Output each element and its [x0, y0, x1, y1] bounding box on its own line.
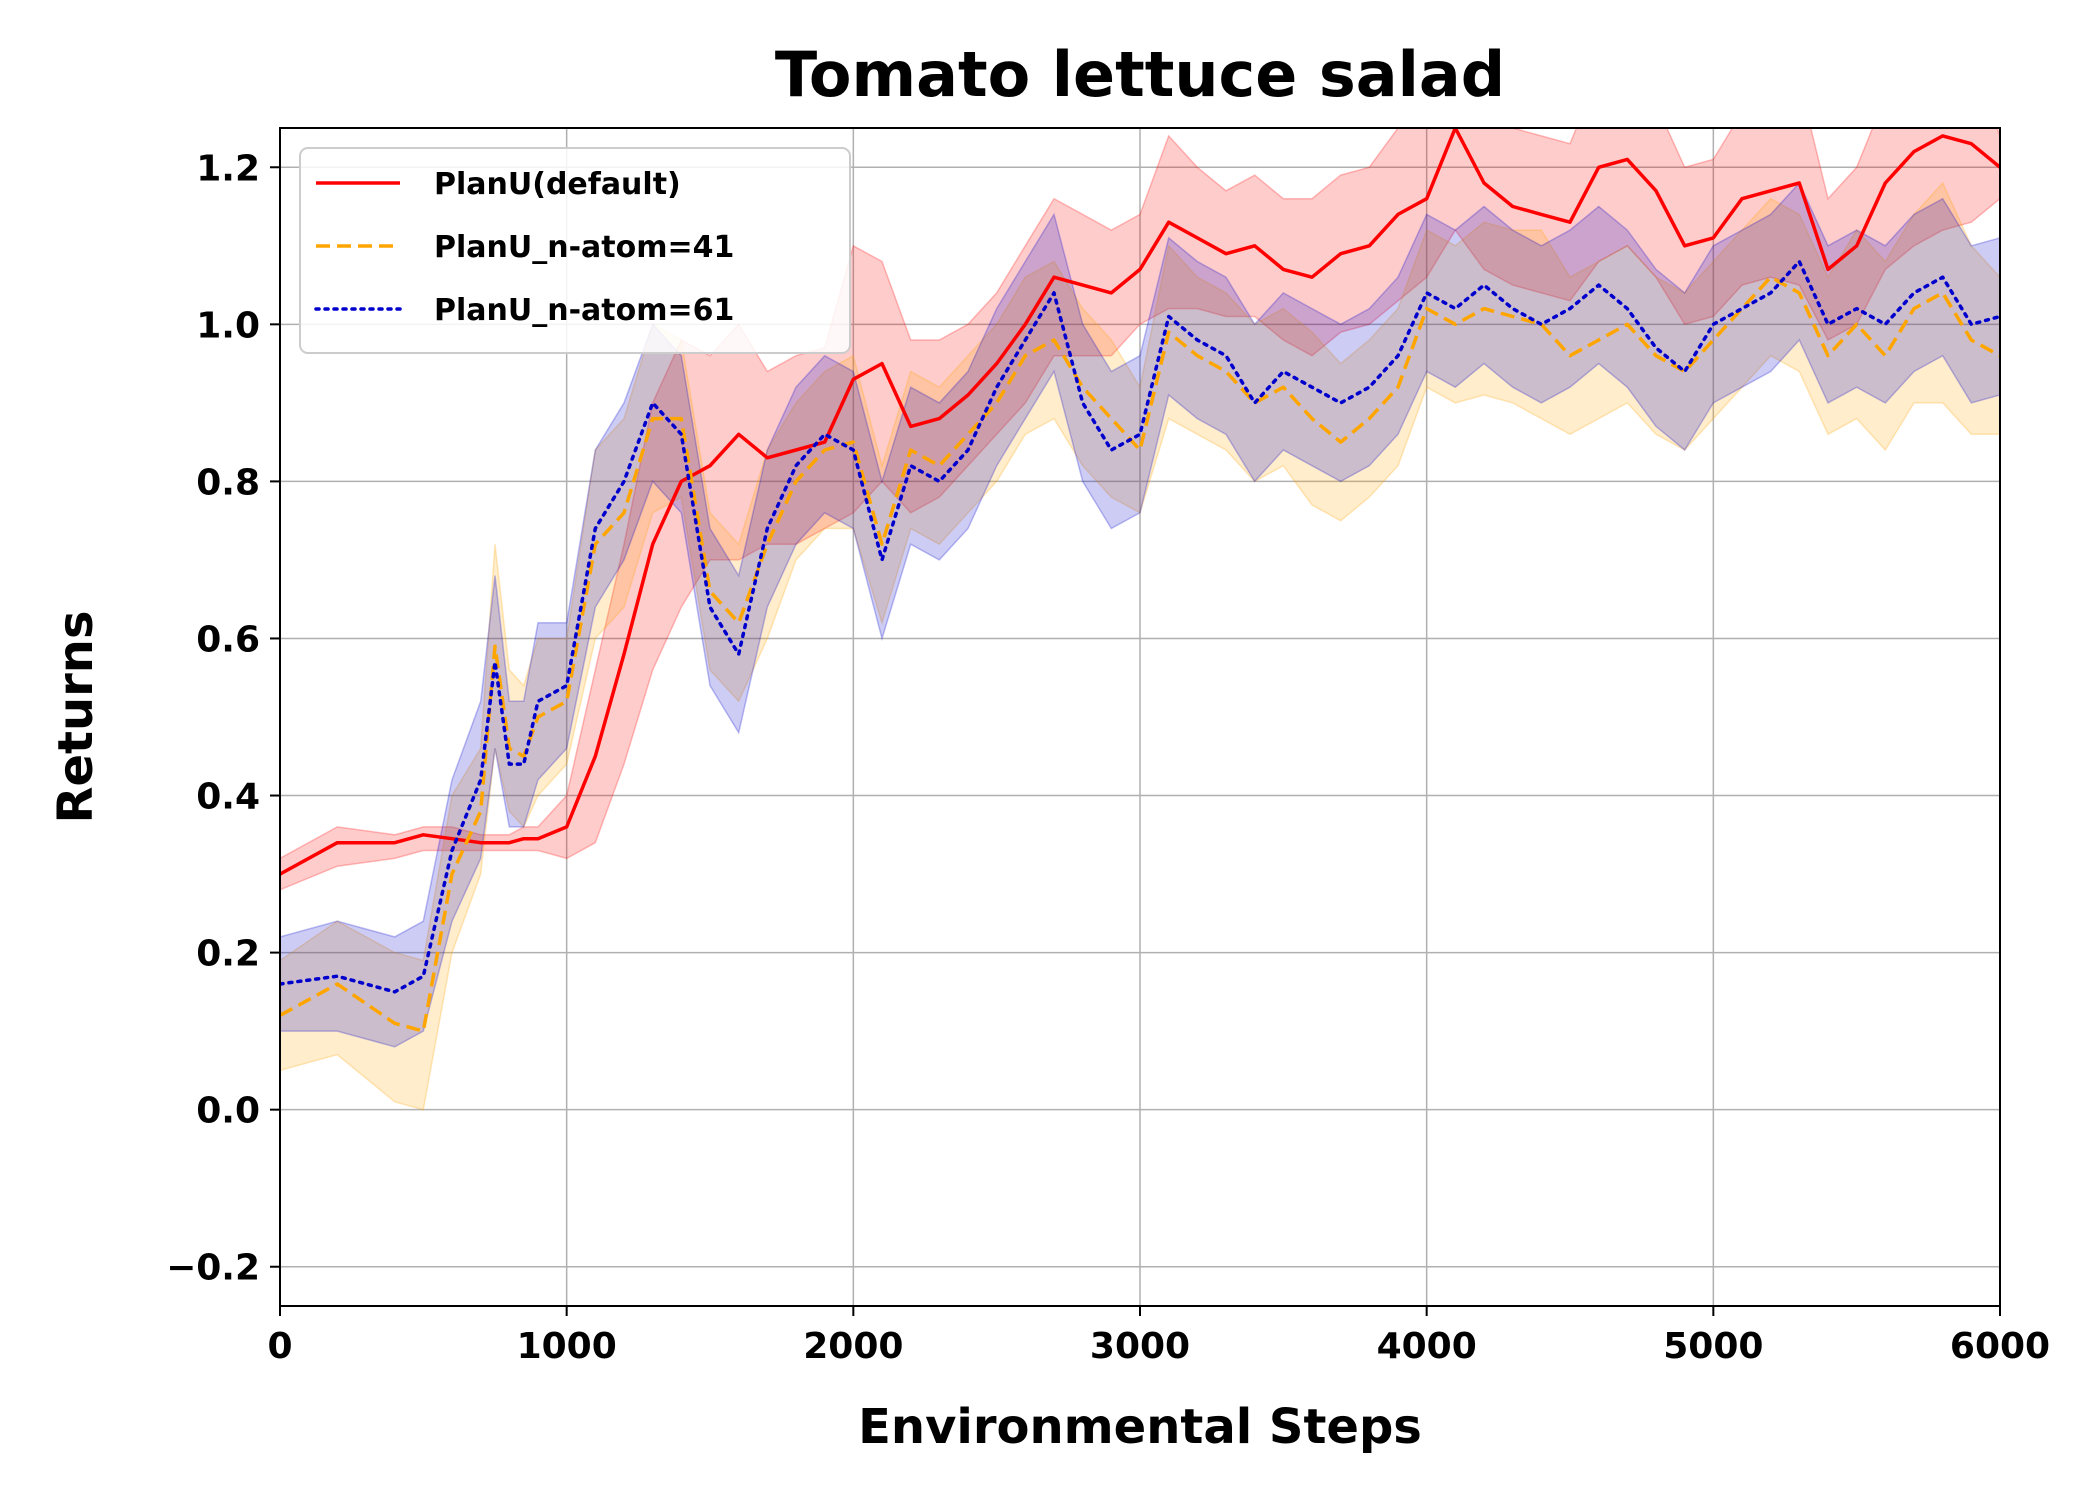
band-planu-default: [280, 128, 2000, 891]
y-axis-ticks: −0.2 0.0 0.2 0.4 0.6 0.8 1.0 1.2: [166, 148, 280, 1289]
x-tick-label: 5000: [1663, 1326, 1763, 1367]
series-lines: [280, 128, 2000, 1033]
chart-title: Tomato lettuce salad: [775, 38, 1505, 111]
x-axis-label: Environmental Steps: [858, 1399, 1422, 1455]
legend: PlanU(default) PlanU_n-atom=41 PlanU_n-a…: [299, 147, 851, 354]
y-tick-label: 0.0: [196, 1091, 260, 1132]
y-tick-label: 1.2: [196, 148, 260, 189]
line-planu-n-atom-61: [280, 259, 2000, 994]
y-tick-label: 0.4: [196, 777, 260, 818]
x-tick-label: 6000: [1950, 1326, 2050, 1367]
y-tick-label: 0.2: [196, 934, 260, 975]
x-tick-label: 0: [267, 1326, 292, 1367]
band-planu-n-atom-41: [280, 181, 2000, 1111]
y-tick-label: −0.2: [166, 1248, 260, 1289]
legend-label-planu-n-atom-41: PlanU_n-atom=41: [434, 230, 734, 265]
x-tick-label: 3000: [1090, 1326, 1190, 1367]
y-axis-label: Returns: [48, 610, 104, 823]
y-tick-label: 1.0: [196, 305, 260, 346]
x-tick-label: 4000: [1377, 1326, 1477, 1367]
legend-label-planu-n-atom-61: PlanU_n-atom=61: [434, 293, 734, 328]
legend-box: [299, 147, 851, 354]
x-tick-label: 1000: [517, 1326, 617, 1367]
x-axis-ticks: 0 1000 2000 3000 4000 5000 6000: [267, 1306, 2050, 1367]
x-tick-label: 2000: [803, 1326, 903, 1367]
legend-label-planu-default: PlanU(default): [434, 167, 681, 202]
y-tick-label: 0.6: [196, 619, 260, 660]
line-planu-default: [280, 128, 2000, 876]
y-tick-label: 0.8: [196, 462, 260, 503]
